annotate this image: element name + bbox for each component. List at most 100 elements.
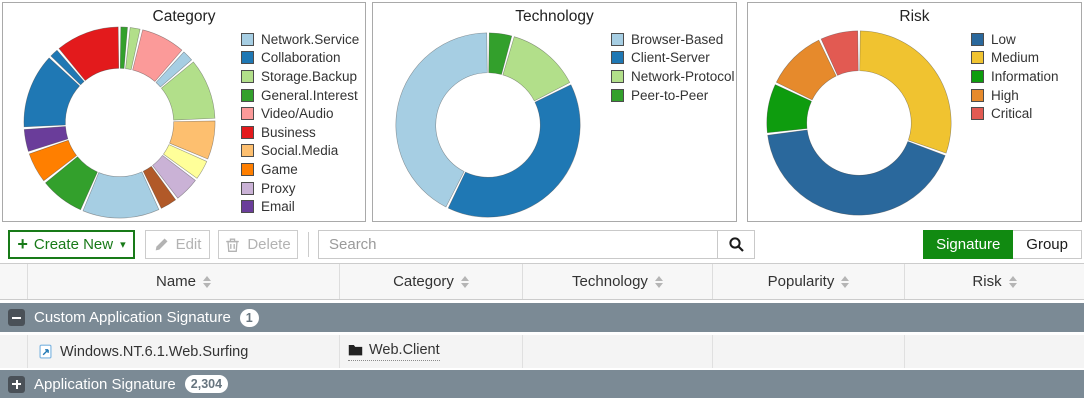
sort-arrows-icon[interactable] bbox=[460, 275, 469, 288]
donut-segment[interactable] bbox=[767, 129, 946, 216]
row-risk-cell bbox=[905, 335, 1084, 368]
donut-segment[interactable] bbox=[163, 144, 208, 179]
group-name: Application Signature bbox=[34, 375, 176, 393]
legend-label: Network.Service bbox=[261, 31, 360, 47]
row-popularity-cell bbox=[713, 335, 905, 368]
chart-title-technology: Technology bbox=[515, 8, 594, 25]
header-cell-popularity[interactable]: Popularity bbox=[713, 264, 905, 299]
pencil-icon bbox=[154, 237, 169, 252]
legend-label: Peer-to-Peer bbox=[631, 87, 709, 103]
plus-box-icon[interactable] bbox=[8, 375, 25, 393]
column-label: Popularity bbox=[767, 273, 835, 290]
edit-button[interactable]: Edit bbox=[145, 230, 210, 259]
header-cell-risk[interactable]: Risk bbox=[905, 264, 1084, 299]
header-cell-technology[interactable]: Technology bbox=[523, 264, 713, 299]
sort-arrows-icon[interactable] bbox=[654, 275, 663, 288]
search-input[interactable] bbox=[319, 231, 717, 258]
category-value-wrap[interactable]: Web.Client bbox=[348, 342, 440, 361]
view-toggle: Signature Group bbox=[923, 230, 1082, 259]
donut-segment[interactable] bbox=[28, 139, 77, 182]
group-row-application-signature[interactable]: Application Signature 2,304 bbox=[0, 370, 1084, 398]
plus-icon: + bbox=[17, 233, 28, 254]
legend-label: Medium bbox=[991, 50, 1040, 66]
category-legend: Network.Service Collaboration Storage.Back… bbox=[241, 30, 359, 216]
donut-segment[interactable] bbox=[82, 171, 160, 219]
donut-segment[interactable] bbox=[820, 30, 859, 76]
legend-swatch bbox=[611, 51, 624, 65]
legend-label: Storage.Backup bbox=[261, 68, 358, 84]
donut-segment[interactable] bbox=[502, 36, 571, 102]
custom-signature-icon bbox=[38, 344, 53, 359]
donut-segment[interactable] bbox=[119, 26, 128, 69]
technology-chart-panel: Technology Browser-Based Client-Server Net… bbox=[372, 2, 737, 222]
row-name-cell[interactable]: Windows.NT.6.1.Web.Surfing bbox=[28, 335, 340, 368]
legend-swatch bbox=[241, 88, 254, 102]
legend-item: Network-Protocol bbox=[611, 67, 735, 86]
minus-box-icon[interactable] bbox=[8, 309, 25, 326]
donut-segment[interactable] bbox=[447, 84, 581, 218]
donut-segment[interactable] bbox=[395, 32, 488, 208]
sort-arrows-icon[interactable] bbox=[203, 275, 211, 288]
header-cell-name[interactable]: Name bbox=[28, 264, 340, 299]
donut-segment[interactable] bbox=[23, 57, 80, 128]
donut-segment[interactable] bbox=[125, 27, 141, 70]
sort-arrows-icon[interactable] bbox=[841, 275, 850, 288]
legend-swatch bbox=[971, 32, 984, 46]
legend-swatch bbox=[971, 51, 984, 65]
group-row-custom-application-signature[interactable]: Custom Application Signature 1 bbox=[0, 303, 1084, 332]
donut-segment[interactable] bbox=[775, 39, 837, 101]
legend-item: Game bbox=[241, 160, 359, 179]
group-toggle-button[interactable]: Group bbox=[1013, 230, 1082, 259]
donut-segment[interactable] bbox=[23, 126, 69, 152]
donut-segment[interactable] bbox=[132, 29, 183, 82]
legend-item: Email bbox=[241, 197, 359, 216]
donut-segment[interactable] bbox=[142, 165, 177, 209]
donut-segment[interactable] bbox=[152, 154, 196, 199]
signature-toggle-button[interactable]: Signature bbox=[923, 230, 1014, 259]
column-label: Name bbox=[155, 273, 196, 290]
folder-icon bbox=[348, 343, 363, 357]
create-new-label: Create New bbox=[33, 236, 114, 253]
category-value: Web.Client bbox=[369, 342, 440, 358]
legend-swatch bbox=[241, 51, 254, 65]
legend-label: Video/Audio bbox=[261, 106, 334, 122]
risk-donut-chart[interactable] bbox=[764, 28, 954, 218]
legend-swatch bbox=[241, 200, 254, 214]
donut-segment[interactable] bbox=[169, 120, 216, 160]
donut-segment[interactable] bbox=[488, 32, 513, 75]
legend-item: Low bbox=[971, 30, 1059, 49]
donut-ring bbox=[766, 30, 952, 216]
donut-segment[interactable] bbox=[50, 49, 85, 86]
donut-segment[interactable] bbox=[859, 30, 952, 154]
donut-segment[interactable] bbox=[155, 51, 193, 88]
search-button[interactable] bbox=[717, 231, 754, 258]
search-box bbox=[318, 230, 755, 259]
donut-segment[interactable] bbox=[766, 84, 812, 134]
donut-segment[interactable] bbox=[58, 26, 120, 81]
create-new-button[interactable]: + Create New ▾ bbox=[8, 230, 135, 259]
sort-arrows-icon[interactable] bbox=[1008, 275, 1017, 288]
legend-item: Browser-Based bbox=[611, 30, 735, 49]
header-cell-category[interactable]: Category bbox=[340, 264, 523, 299]
delete-button[interactable]: Delete bbox=[218, 230, 298, 259]
table-row[interactable]: Windows.NT.6.1.Web.Surfing Web.Client bbox=[0, 335, 1084, 368]
legend-label: Network-Protocol bbox=[631, 68, 735, 84]
legend-item: Critical bbox=[971, 104, 1059, 123]
legend-label: Critical bbox=[991, 106, 1033, 122]
legend-label: Information bbox=[991, 68, 1059, 84]
legend-label: Proxy bbox=[261, 180, 296, 196]
category-donut-chart[interactable] bbox=[21, 24, 218, 221]
legend-swatch bbox=[241, 32, 254, 46]
row-category-cell[interactable]: Web.Client bbox=[340, 335, 523, 368]
legend-swatch bbox=[611, 69, 624, 83]
legend-swatch bbox=[241, 125, 254, 139]
donut-segment[interactable] bbox=[45, 156, 98, 211]
risk-legend: Low Medium Information High Critical bbox=[971, 30, 1059, 123]
legend-item: Video/Audio bbox=[241, 104, 359, 123]
legend-label: Collaboration bbox=[261, 50, 341, 66]
technology-donut-chart[interactable] bbox=[393, 30, 583, 220]
legend-swatch bbox=[241, 107, 254, 121]
technology-legend: Browser-Based Client-Server Network-Protoc… bbox=[611, 30, 735, 104]
legend-label: Low bbox=[991, 31, 1016, 47]
donut-segment[interactable] bbox=[160, 61, 216, 121]
